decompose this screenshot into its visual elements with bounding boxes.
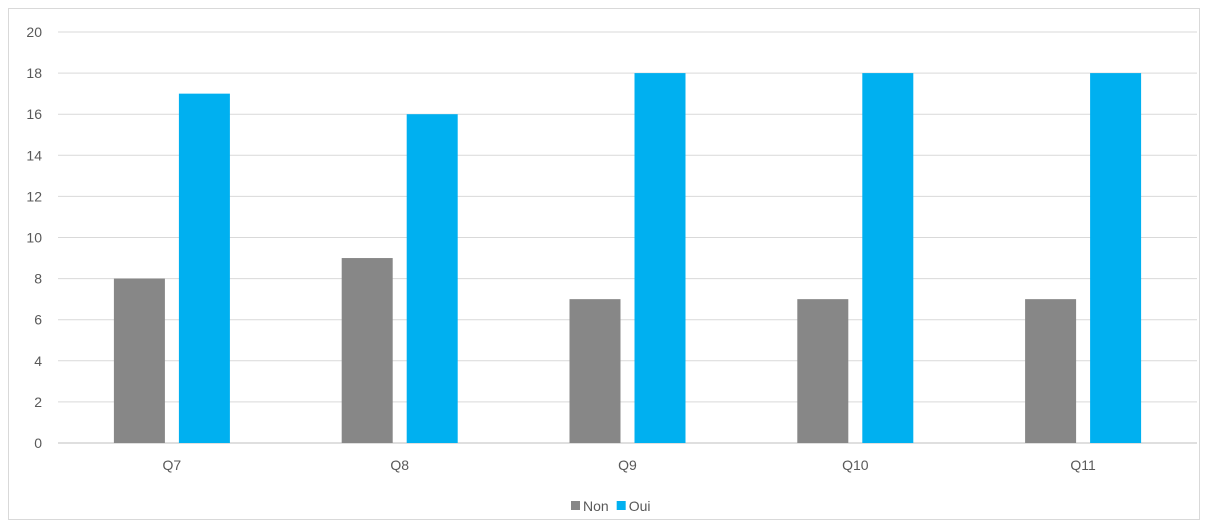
x-tick-label: Q11 xyxy=(1070,457,1096,473)
bar-non-q11 xyxy=(1025,299,1077,443)
legend-label-oui: Oui xyxy=(629,498,651,514)
x-tick-label: Q8 xyxy=(390,457,409,473)
bar-oui-q7 xyxy=(178,93,230,444)
bar-oui-q11 xyxy=(1090,73,1142,443)
bar-oui-q8 xyxy=(406,114,458,443)
legend-swatch-non xyxy=(571,501,580,510)
bar-non-q9 xyxy=(569,299,621,443)
y-tick-label: 6 xyxy=(34,312,42,328)
y-tick-label: 4 xyxy=(34,353,42,369)
x-axis-ticks: Q7 Q8 Q9 Q10 Q11 xyxy=(163,457,1096,473)
y-tick-label: 2 xyxy=(34,394,42,410)
bar-non-q8 xyxy=(341,258,393,443)
y-tick-label: 12 xyxy=(26,188,42,204)
gridlines xyxy=(58,31,1197,444)
y-tick-label: 16 xyxy=(26,106,42,122)
bar-oui-q9 xyxy=(634,73,686,443)
y-tick-label: 20 xyxy=(26,24,42,40)
x-tick-label: Q7 xyxy=(163,457,182,473)
x-tick-label: Q10 xyxy=(842,457,869,473)
y-tick-label: 18 xyxy=(26,65,42,81)
legend-swatch-oui xyxy=(616,501,626,510)
legend-label-non: Non xyxy=(583,498,609,514)
y-tick-label: 14 xyxy=(26,147,42,163)
y-tick-label: 0 xyxy=(34,435,42,451)
bars xyxy=(113,73,1142,444)
bar-non-q10 xyxy=(797,299,849,443)
bar-oui-q10 xyxy=(862,73,914,443)
y-axis-ticks: 0 2 4 6 8 10 12 14 16 18 20 xyxy=(26,24,42,451)
x-tick-label: Q9 xyxy=(618,457,637,473)
legend: Non Oui xyxy=(571,498,650,514)
y-tick-label: 8 xyxy=(34,271,42,287)
bar-non-q7 xyxy=(113,278,165,443)
y-tick-label: 10 xyxy=(26,230,42,246)
